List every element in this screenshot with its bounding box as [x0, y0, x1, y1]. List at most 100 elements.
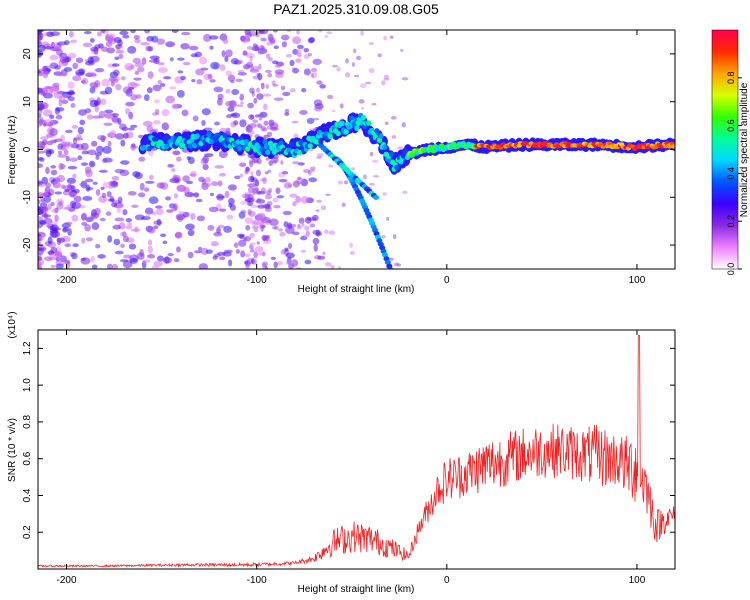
colorbar: 0.0 0.2 0.4 0.6 0.8 Normalized spectral ampl…	[711, 29, 750, 275]
spectrogram-noise-blob	[62, 226, 69, 232]
spectrogram-noise-blob	[257, 72, 263, 81]
spectrogram-noise-blob	[345, 58, 349, 64]
y-tick-label: 0.8	[22, 415, 33, 429]
spectrogram-noise-blob	[263, 93, 272, 97]
spectrogram-noise-blob	[130, 124, 138, 128]
spectrogram-noise-blob	[71, 214, 79, 222]
spectrogram-noise-blob	[254, 44, 260, 52]
spectrogram-noise-blob	[245, 224, 251, 231]
spectrogram-noise-blob	[130, 30, 136, 34]
spectrogram-ridge-core	[327, 133, 333, 140]
spectrogram-noise-blob	[292, 231, 300, 236]
spectrogram-noise-blob	[50, 264, 56, 269]
spectrogram-noise-blob	[249, 160, 254, 168]
spectrogram-noise-blob	[328, 164, 334, 168]
spectrogram-noise-blob	[247, 126, 254, 131]
spectrogram-noise-blob	[292, 36, 301, 45]
spectrogram-noise-blob	[243, 237, 248, 242]
spectrogram-ridge-core	[354, 125, 360, 132]
spectrogram-noise-blob	[60, 141, 71, 147]
spectrogram-noise-blob	[263, 120, 269, 126]
spectrogram-noise-blob	[159, 83, 166, 87]
spectrogram-noise-blob	[258, 63, 262, 70]
spectrogram-noise-blob	[293, 133, 299, 139]
spectrogram-noise-blob	[154, 99, 160, 104]
spectrogram-noise-blob	[85, 169, 93, 178]
spectrogram-noise-blob	[176, 246, 181, 253]
spectrogram-noise-blob	[225, 89, 231, 94]
snr-series-line	[38, 335, 675, 568]
spectrogram-noise-blob	[201, 108, 211, 116]
spectrogram-noise-blob	[172, 176, 178, 182]
snr-panel: -200 -100 0 100 0.2 0.4 0.6 0.8 1.0 1.2 Height o…	[7, 311, 676, 595]
spectrogram-noise-blob	[38, 208, 44, 216]
spectrogram-noise-blob	[106, 47, 116, 54]
spectrogram-noise-blob	[350, 167, 356, 171]
spectrogram-noise-blob	[38, 219, 46, 225]
spectrogram-noise-blob	[310, 168, 315, 173]
spectrogram-noise-blob	[401, 122, 406, 128]
spectrogram-noise-blob	[94, 79, 101, 88]
spectrogram-noise-blob	[90, 255, 95, 263]
spectrogram-noise-blob	[262, 103, 268, 111]
spectrogram-noise-blob	[122, 235, 129, 243]
spectrogram-noise-blob	[316, 80, 323, 85]
spectrogram-noise-blob	[278, 178, 288, 183]
spectrogram-noise-blob	[77, 155, 83, 161]
spectrogram-noise-blob	[38, 191, 44, 197]
spectrogram-noise-blob	[106, 263, 113, 269]
spectrogram-noise-blob	[49, 128, 58, 136]
spectrogram-noise-blob	[147, 227, 156, 234]
spectrogram-noise-blob	[153, 225, 159, 230]
spectrogram-noise-blob	[252, 65, 260, 71]
spectrogram-ridge-core	[194, 133, 200, 139]
spectrogram-noise-blob	[260, 187, 266, 194]
spectrogram-noise-blob	[58, 162, 64, 171]
spectrogram-noise-blob	[381, 235, 386, 239]
spectrogram-noise-blob	[302, 234, 309, 238]
spectrogram-noise-blob	[256, 122, 261, 128]
spectrogram-noise-blob	[257, 123, 263, 129]
spectrogram-noise-blob	[256, 212, 266, 221]
spectrogram-noise-blob	[253, 160, 260, 164]
spectrogram-noise-blob	[66, 260, 71, 269]
spectrogram-noise-blob	[247, 123, 251, 131]
spectrogram-noise-blob	[284, 108, 290, 113]
spectrogram-noise-blob	[92, 181, 98, 185]
spectrogram-ridge-core	[198, 140, 204, 146]
spectrogram-noise-blob	[217, 180, 223, 187]
spectrogram-noise-blob	[96, 31, 103, 37]
spectrogram-noise-blob	[221, 50, 226, 58]
spectrogram-noise-blob	[371, 102, 377, 106]
spectrogram-noise-blob	[148, 59, 159, 63]
spectrogram-noise-blob	[261, 261, 268, 267]
spectrogram-noise-blob	[131, 145, 138, 149]
spectrogram-noise-blob	[344, 72, 351, 78]
spectrogram-noise-blob	[105, 211, 112, 216]
spectrogram-noise-blob	[219, 208, 227, 212]
spectrogram-noise-blob	[242, 50, 247, 56]
spectrogram-noise-blob	[146, 125, 154, 133]
spectrogram-noise-blob	[69, 157, 78, 162]
spectrogram-noise-blob	[288, 242, 293, 250]
spectrogram-noise-blob	[56, 237, 62, 246]
spectrogram-noise-blob	[173, 193, 179, 199]
x-tick-label: -100	[247, 275, 267, 286]
spectrogram-noise-blob	[245, 32, 253, 38]
spectrogram-noise-blob	[300, 235, 308, 241]
spectrogram-noise-blob	[285, 252, 295, 259]
spectrogram-noise-blob	[250, 171, 254, 176]
spectrogram-noise-blob	[112, 112, 119, 117]
spectrogram-noise-blob	[133, 77, 142, 81]
spectrogram-noise-blob	[365, 81, 372, 85]
spectrogram-noise-blob	[371, 159, 379, 163]
spectrogram-noise-blob	[369, 151, 374, 157]
spectrogram-noise-blob	[289, 59, 295, 67]
spectrogram-noise-blob	[277, 63, 285, 66]
spectrogram-noise-blob	[257, 113, 264, 118]
spectrogram-noise-blob	[94, 152, 103, 156]
spectrogram-noise-blob	[110, 78, 119, 84]
spectrogram-ridge-core	[146, 145, 152, 152]
spectrogram-noise-blob	[149, 55, 160, 60]
